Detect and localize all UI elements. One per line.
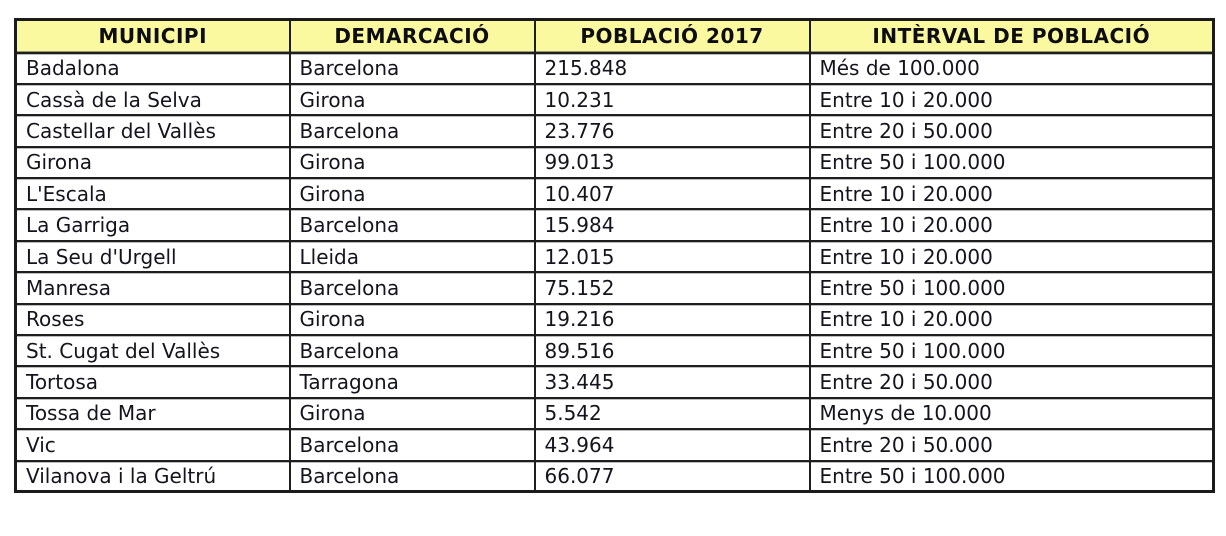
- cell-interval: Entre 20 i 50.000: [808, 114, 1215, 148]
- cell-municipi: Badalona: [14, 51, 291, 85]
- table-row: Tortosa Tarragona 33.445 Entre 20 i 50.0…: [14, 365, 1215, 399]
- table-header: MUNICIPI DEMARCACIÓ POBLACIÓ 2017 INTÈRV…: [14, 18, 1215, 54]
- table-row: Manresa Barcelona 75.152 Entre 50 i 100.…: [14, 271, 1215, 305]
- population-table: MUNICIPI DEMARCACIÓ POBLACIÓ 2017 INTÈRV…: [14, 18, 1215, 494]
- table-row: Badalona Barcelona 215.848 Més de 100.00…: [14, 51, 1215, 85]
- column-header-interval: INTÈRVAL DE POBLACIÓ: [808, 18, 1215, 54]
- cell-municipi: Castellar del Vallès: [14, 114, 291, 148]
- cell-poblacio: 43.964: [533, 428, 811, 462]
- population-table-container: MUNICIPI DEMARCACIÓ POBLACIÓ 2017 INTÈRV…: [14, 18, 1215, 494]
- cell-poblacio: 75.152: [533, 271, 811, 305]
- table-row: St. Cugat del Vallès Barcelona 89.516 En…: [14, 334, 1215, 368]
- cell-interval: Entre 10 i 20.000: [808, 208, 1215, 242]
- table-row: Vilanova i la Geltrú Barcelona 66.077 En…: [14, 459, 1215, 493]
- cell-municipi: La Seu d'Urgell: [14, 239, 291, 274]
- cell-demarcacio: Barcelona: [288, 208, 536, 242]
- cell-municipi: Manresa: [14, 271, 291, 305]
- cell-poblacio: 33.445: [533, 365, 811, 399]
- cell-demarcacio: Barcelona: [288, 459, 536, 493]
- table-row: Castellar del Vallès Barcelona 23.776 En…: [14, 114, 1215, 148]
- cell-interval: Entre 10 i 20.000: [808, 177, 1215, 211]
- cell-poblacio: 10.407: [533, 177, 811, 211]
- table-body: Badalona Barcelona 215.848 Més de 100.00…: [14, 51, 1215, 493]
- cell-municipi: St. Cugat del Vallès: [14, 334, 291, 368]
- cell-interval: Menys de 10.000: [808, 396, 1215, 431]
- cell-interval: Entre 10 i 20.000: [808, 239, 1215, 274]
- column-header-demarcacio: DEMARCACIÓ: [288, 18, 536, 54]
- cell-poblacio: 19.216: [533, 302, 811, 337]
- cell-poblacio: 99.013: [533, 145, 811, 180]
- cell-demarcacio: Girona: [288, 396, 536, 431]
- cell-poblacio: 10.231: [533, 82, 811, 117]
- cell-poblacio: 5.542: [533, 396, 811, 431]
- cell-municipi: Tortosa: [14, 365, 291, 399]
- cell-municipi: Cassà de la Selva: [14, 82, 291, 117]
- cell-demarcacio: Barcelona: [288, 271, 536, 305]
- column-header-poblacio: POBLACIÓ 2017: [533, 18, 811, 54]
- table-row: L'Escala Girona 10.407 Entre 10 i 20.000: [14, 177, 1215, 211]
- table-row: Tossa de Mar Girona 5.542 Menys de 10.00…: [14, 396, 1215, 431]
- cell-poblacio: 23.776: [533, 114, 811, 148]
- cell-demarcacio: Girona: [288, 177, 536, 211]
- cell-demarcacio: Tarragona: [288, 365, 536, 399]
- cell-interval: Entre 20 i 50.000: [808, 428, 1215, 462]
- cell-poblacio: 66.077: [533, 459, 811, 493]
- cell-poblacio: 89.516: [533, 334, 811, 368]
- cell-interval: Entre 10 i 20.000: [808, 302, 1215, 337]
- column-header-municipi: MUNICIPI: [14, 18, 291, 54]
- cell-interval: Més de 100.000: [808, 51, 1215, 85]
- cell-demarcacio: Girona: [288, 82, 536, 117]
- table-row: La Seu d'Urgell Lleida 12.015 Entre 10 i…: [14, 239, 1215, 274]
- cell-municipi: La Garriga: [14, 208, 291, 242]
- cell-demarcacio: Barcelona: [288, 114, 536, 148]
- cell-interval: Entre 50 i 100.000: [808, 334, 1215, 368]
- cell-demarcacio: Barcelona: [288, 51, 536, 85]
- table-row: Girona Girona 99.013 Entre 50 i 100.000: [14, 145, 1215, 180]
- cell-poblacio: 215.848: [533, 51, 811, 85]
- cell-demarcacio: Barcelona: [288, 334, 536, 368]
- cell-demarcacio: Girona: [288, 302, 536, 337]
- cell-interval: Entre 10 i 20.000: [808, 82, 1215, 117]
- cell-municipi: Girona: [14, 145, 291, 180]
- cell-demarcacio: Barcelona: [288, 428, 536, 462]
- cell-interval: Entre 20 i 50.000: [808, 365, 1215, 399]
- cell-municipi: Tossa de Mar: [14, 396, 291, 431]
- cell-demarcacio: Lleida: [288, 239, 536, 274]
- table-row: Roses Girona 19.216 Entre 10 i 20.000: [14, 302, 1215, 337]
- cell-interval: Entre 50 i 100.000: [808, 271, 1215, 305]
- table-row: Cassà de la Selva Girona 10.231 Entre 10…: [14, 82, 1215, 117]
- header-row: MUNICIPI DEMARCACIÓ POBLACIÓ 2017 INTÈRV…: [14, 18, 1215, 54]
- cell-poblacio: 15.984: [533, 208, 811, 242]
- cell-poblacio: 12.015: [533, 239, 811, 274]
- cell-municipi: L'Escala: [14, 177, 291, 211]
- cell-demarcacio: Girona: [288, 145, 536, 180]
- cell-interval: Entre 50 i 100.000: [808, 145, 1215, 180]
- cell-municipi: Roses: [14, 302, 291, 337]
- cell-interval: Entre 50 i 100.000: [808, 459, 1215, 493]
- table-row: La Garriga Barcelona 15.984 Entre 10 i 2…: [14, 208, 1215, 242]
- cell-municipi: Vilanova i la Geltrú: [14, 459, 291, 493]
- cell-municipi: Vic: [14, 428, 291, 462]
- table-row: Vic Barcelona 43.964 Entre 20 i 50.000: [14, 428, 1215, 462]
